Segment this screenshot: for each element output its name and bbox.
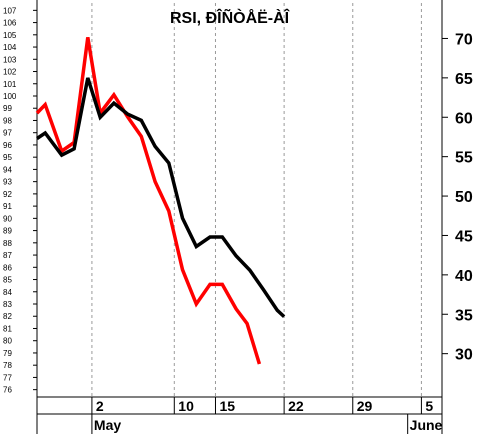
month-label: May xyxy=(94,417,121,433)
left-tick-label: 78 xyxy=(3,361,12,370)
left-tick-label: 84 xyxy=(3,288,12,297)
left-tick-label: 87 xyxy=(3,251,12,260)
right-axis: 30 35 40 45 50 55 60 65 70 xyxy=(442,31,473,364)
left-tick-label: 100 xyxy=(3,92,17,101)
x-tick-label: 22 xyxy=(288,398,304,414)
x-axis: 2 10 15 22 29 5 May June xyxy=(91,397,443,434)
left-tick-label: 93 xyxy=(3,178,12,187)
right-tick-label: 45 xyxy=(455,228,473,245)
left-tick-label: 104 xyxy=(3,43,17,52)
right-tick-label: 65 xyxy=(455,71,473,88)
black-series-line xyxy=(36,77,286,318)
series-group xyxy=(35,37,286,365)
left-tick-label: 107 xyxy=(3,6,17,15)
left-tick-label: 85 xyxy=(3,276,12,285)
right-tick-label: 70 xyxy=(455,31,473,48)
left-tick-label: 83 xyxy=(3,300,12,309)
grid-lines xyxy=(91,3,422,397)
month-label: June xyxy=(410,417,443,433)
right-tick-label: 40 xyxy=(455,268,473,285)
left-tick-label: 95 xyxy=(3,153,12,162)
left-tick-label: 105 xyxy=(3,31,17,40)
x-tick-label: 29 xyxy=(357,398,373,414)
left-tick-label: 92 xyxy=(3,190,12,199)
left-tick-label: 99 xyxy=(3,104,12,113)
left-tick-label: 88 xyxy=(3,239,12,248)
x-tick-label: 5 xyxy=(425,398,433,414)
left-tick-label: 79 xyxy=(3,349,12,358)
left-axis: 76 77 78 79 80 81 82 83 84 85 86 87 88 89 90 91 92 93 94 95… xyxy=(3,6,37,395)
x-tick-label: 2 xyxy=(96,398,104,414)
chart-title: RSI, ÐÎÑÒÅË-ÀÎ xyxy=(170,7,291,27)
left-tick-label: 94 xyxy=(3,165,12,174)
left-tick-label: 97 xyxy=(3,129,12,138)
x-tick-label: 10 xyxy=(178,398,194,414)
left-tick-label: 91 xyxy=(3,202,12,211)
left-tick-label: 82 xyxy=(3,312,12,321)
left-tick-label: 90 xyxy=(3,214,12,223)
left-tick-label: 101 xyxy=(3,80,17,89)
left-tick-label: 76 xyxy=(3,386,12,395)
right-tick-label: 55 xyxy=(455,150,473,167)
left-tick-label: 103 xyxy=(3,55,17,64)
right-tick-label: 30 xyxy=(455,347,473,364)
x-tick-label: 15 xyxy=(219,398,235,414)
left-tick-label: 80 xyxy=(3,337,12,346)
left-tick-label: 98 xyxy=(3,116,12,125)
left-tick-label: 77 xyxy=(3,373,12,382)
left-tick-label: 96 xyxy=(3,141,12,150)
right-tick-label: 60 xyxy=(455,110,473,127)
left-tick-label: 102 xyxy=(3,68,17,77)
left-tick-label: 81 xyxy=(3,324,12,333)
right-tick-label: 35 xyxy=(455,307,473,324)
plot-frame xyxy=(36,0,443,434)
left-tick-label: 89 xyxy=(3,227,12,236)
red-series-line xyxy=(35,37,262,365)
left-tick-label: 86 xyxy=(3,263,12,272)
right-tick-label: 50 xyxy=(455,189,473,206)
left-tick-label: 106 xyxy=(3,19,17,28)
